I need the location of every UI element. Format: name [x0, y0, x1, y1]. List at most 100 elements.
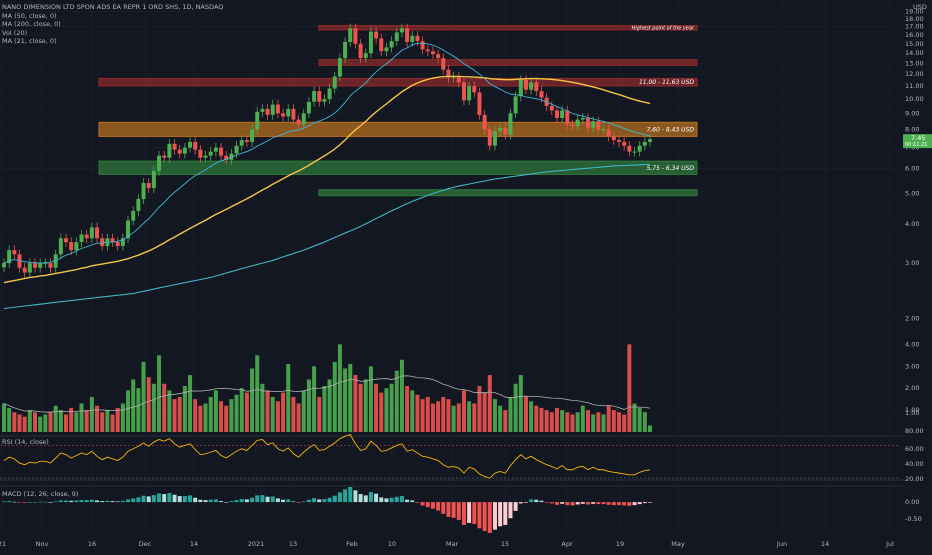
time-tick-label: Jun — [776, 540, 787, 548]
volume-bar — [627, 344, 632, 432]
volume-bar — [89, 396, 94, 432]
macd-histogram-bar — [503, 502, 508, 525]
macd-histogram-bar — [255, 495, 260, 503]
volume-bar — [17, 414, 22, 432]
candle-body — [301, 113, 306, 125]
legend-ma21: MA (21, close, 0) — [2, 37, 57, 45]
volume-bar — [291, 396, 296, 432]
volume-bar — [12, 412, 17, 432]
volume-bar — [182, 386, 187, 432]
macd-tick-label: 0.00 — [905, 498, 919, 506]
candle-body — [353, 28, 358, 44]
macd-histogram-bar — [141, 495, 146, 503]
volume-bar — [399, 359, 404, 432]
volume-bar — [348, 364, 353, 432]
macd-histogram-bar — [472, 502, 477, 524]
volume-bar — [234, 394, 239, 432]
candle-body — [95, 227, 100, 239]
macd-histogram-bar — [498, 502, 503, 527]
macd-histogram-bar — [188, 495, 193, 503]
price-tick-label: 19.00 — [905, 8, 924, 16]
rsi-tick-label: 20.00 — [905, 475, 924, 483]
macd-histogram-bar — [456, 502, 461, 520]
macd-histogram-bar — [322, 499, 327, 503]
macd-histogram-bar — [48, 502, 53, 503]
candle-body — [446, 69, 451, 78]
volume-bar — [580, 405, 585, 432]
time-tick-label: 13 — [289, 540, 297, 548]
macd-histogram-bar — [337, 492, 342, 503]
macd-histogram-bar — [43, 501, 48, 503]
candle-body — [399, 28, 404, 33]
zone-red — [318, 25, 698, 31]
macd-histogram-bar — [317, 499, 322, 503]
candle-body — [43, 263, 48, 265]
volume-bar — [151, 383, 156, 432]
volume-bar — [244, 392, 249, 432]
macd-histogram-bar — [157, 493, 162, 503]
zone-label: 11,00 - 11,63 USD — [639, 79, 694, 86]
macd-histogram-bar — [208, 499, 213, 503]
volume-bar — [306, 379, 311, 432]
macd-histogram-bar — [554, 502, 559, 505]
volume-bar — [374, 383, 379, 432]
macd-histogram-bar — [306, 499, 311, 503]
macd-histogram-bar — [544, 502, 549, 503]
macd-histogram-bar — [234, 500, 239, 503]
volume-bar — [69, 407, 74, 432]
volume-bar — [255, 355, 260, 432]
macd-histogram-bar — [74, 500, 79, 503]
candle-body — [172, 143, 177, 150]
price-tick-label: 17.00 — [905, 23, 924, 31]
macd-histogram-bar — [492, 502, 497, 530]
volume-bar — [322, 386, 327, 432]
volume-bar — [622, 414, 627, 432]
macd-histogram-bar — [27, 502, 32, 503]
macd-histogram-bar — [296, 502, 301, 503]
candle-body — [224, 155, 229, 160]
last-price-tag — [903, 134, 932, 149]
volume-bar — [53, 405, 58, 432]
candle-body — [632, 151, 637, 153]
volume-bar — [503, 410, 508, 432]
candle-body — [616, 140, 621, 142]
candle-body — [84, 234, 89, 239]
candle-body — [503, 127, 508, 135]
ma21-line — [3, 42, 651, 264]
macd-histogram-bar — [513, 502, 518, 511]
price-tick-label: 15.00 — [905, 40, 924, 48]
candle-body — [255, 111, 260, 130]
macd-histogram-bar — [84, 500, 89, 503]
candle-body — [637, 145, 642, 152]
volume-bar — [38, 416, 43, 432]
time-tick-label: 15 — [501, 540, 509, 548]
candle-body — [126, 220, 131, 239]
macd-histogram-bar — [126, 499, 131, 503]
candle-body — [327, 88, 332, 100]
candle-body — [575, 119, 580, 127]
last-price-value: 7.45 — [911, 134, 925, 142]
candle-body — [100, 238, 105, 247]
macd-histogram-bar — [131, 498, 136, 503]
volume-bar — [585, 410, 590, 432]
candle-body — [167, 143, 172, 158]
macd-histogram-bar — [332, 495, 337, 503]
volume-bar — [126, 390, 131, 432]
macd-histogram-bar — [327, 497, 332, 503]
candle-body — [177, 149, 182, 154]
volume-bar — [441, 396, 446, 432]
volume-bar — [229, 399, 234, 432]
macd-histogram-bar — [441, 502, 446, 514]
candle-body — [306, 101, 311, 114]
price-tick-label: 2.00 — [905, 314, 919, 322]
candle-body — [234, 145, 239, 154]
price-tick-label: 16.00 — [905, 31, 924, 39]
candle-body — [27, 263, 32, 273]
volume-bar — [544, 410, 549, 432]
macd-tick-label: -0.50 — [905, 515, 922, 523]
zone-green — [98, 160, 698, 175]
candle-body — [203, 155, 208, 158]
candle-body — [322, 99, 327, 102]
